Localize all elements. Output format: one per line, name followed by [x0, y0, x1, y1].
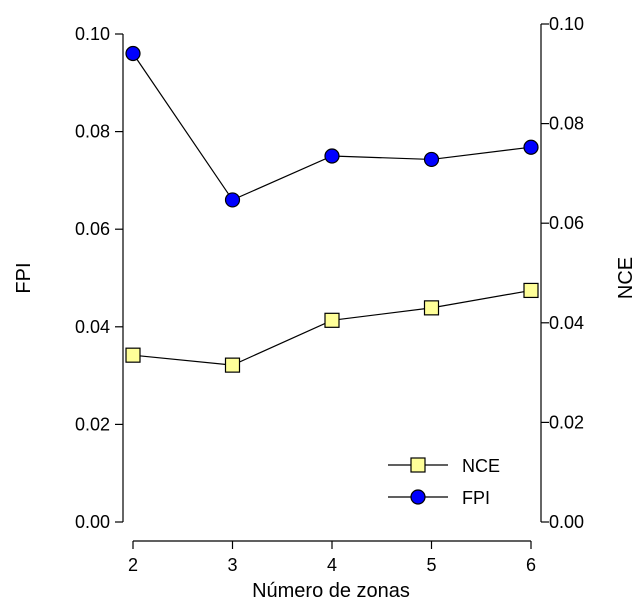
series-layer	[125, 45, 539, 373]
x-tick-label: 5	[426, 555, 436, 575]
nce-point	[224, 357, 241, 373]
x-tick-label: 6	[526, 555, 536, 575]
right-y-tick-label: 0.06	[549, 213, 584, 233]
left-y-tick-label: 0.06	[75, 219, 110, 239]
right-y-axis-title: NCE	[615, 257, 637, 299]
left-y-tick-label: 0.02	[75, 414, 110, 434]
left-y-ticks: 0.00 0.02 0.04 0.06 0.08 0.10	[75, 24, 123, 532]
fpi-point	[324, 148, 340, 164]
legend-nce-label: NCE	[462, 456, 500, 476]
right-y-tick-label: 0.04	[549, 313, 584, 333]
legend-nce-marker	[410, 457, 426, 473]
fpi-point	[523, 139, 539, 155]
fpi-line	[132, 53, 532, 201]
legend-fpi-marker	[410, 489, 426, 505]
right-y-ticks: 0.00 0.02 0.04 0.06 0.08 0.10	[541, 14, 584, 532]
nce-point	[125, 347, 141, 363]
fpi-point	[125, 45, 141, 62]
right-y-tick-label: 0.08	[549, 114, 584, 134]
right-y-tick-label: 0.10	[549, 14, 584, 34]
legend-fpi-label: FPI	[462, 488, 490, 508]
left-y-tick-label: 0.08	[75, 122, 110, 142]
right-y-tick-label: 0.02	[549, 412, 584, 432]
nce-point	[423, 300, 440, 316]
right-y-tick-label: 0.00	[549, 512, 584, 532]
left-y-tick-label: 0.04	[75, 317, 110, 337]
nce-point	[523, 282, 539, 299]
nce-point	[324, 312, 340, 328]
x-tick-label: 4	[327, 555, 337, 575]
x-ticks: 2 3 4 5 6	[128, 541, 536, 575]
x-tick-label: 2	[128, 555, 138, 575]
fpi-point	[224, 192, 241, 208]
fpi-point	[423, 151, 440, 168]
x-axis-title: Número de zonas	[252, 580, 410, 602]
left-y-axis-title: FPI	[13, 262, 35, 293]
legend: NCE FPI	[388, 456, 500, 508]
x-tick-label: 3	[227, 555, 237, 575]
left-y-tick-label: 0.10	[75, 24, 110, 44]
left-y-tick-label: 0.00	[75, 512, 110, 532]
